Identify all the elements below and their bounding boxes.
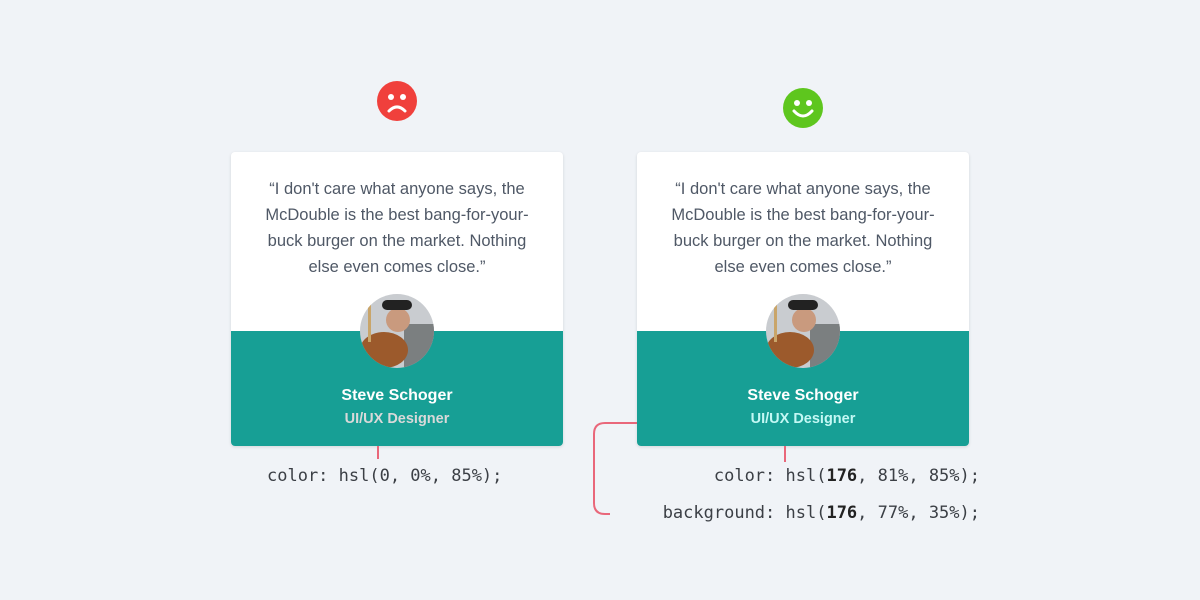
sad-face-icon — [377, 81, 417, 121]
person-name: Steve Schoger — [747, 387, 859, 404]
person-role: UI/UX Designer — [750, 411, 856, 427]
code-text: color: hsl( — [713, 466, 827, 486]
testimonial-quote: “I don't care what anyone says, the McDo… — [265, 180, 529, 276]
person-role: UI/UX Designer — [344, 411, 450, 427]
code-text: , 81%, 85%); — [857, 466, 980, 486]
bad-color-code: color: hsl(0, 0%, 85%); — [267, 466, 503, 486]
testimonial-quote: “I don't care what anyone says, the McDo… — [671, 180, 935, 276]
testimonial-card-good: “I don't care what anyone says, the McDo… — [637, 152, 969, 446]
good-background-code: background: hsl(176, 77%, 35%); — [663, 503, 980, 523]
code-text: , 77%, 35%); — [857, 503, 980, 523]
avatar — [360, 294, 434, 368]
code-hue: 176 — [826, 503, 858, 523]
happy-face-icon — [783, 88, 823, 128]
code-hue: 176 — [826, 466, 858, 486]
good-color-code: color: hsl(176, 81%, 85%); — [714, 466, 980, 486]
avatar — [766, 294, 840, 368]
testimonial-card-bad: “I don't care what anyone says, the McDo… — [231, 152, 563, 446]
person-name: Steve Schoger — [341, 387, 453, 404]
code-text: background: hsl( — [662, 503, 827, 523]
